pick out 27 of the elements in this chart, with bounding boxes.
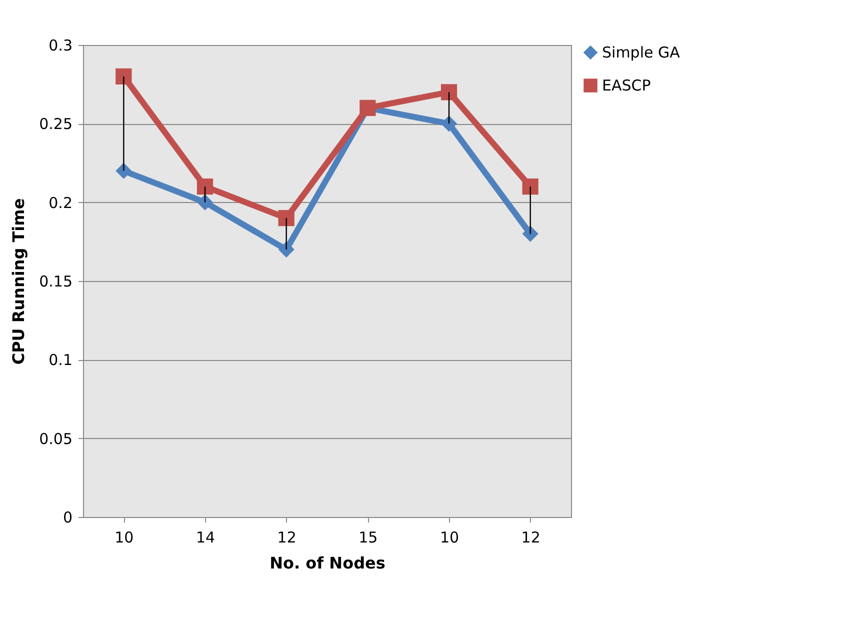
y-tick-label: 0.25 [39, 115, 72, 134]
x-tick-label: 15 [358, 528, 378, 546]
x-axis-title: No. of Nodes [270, 554, 386, 572]
x-tick-label: 10 [440, 528, 460, 546]
point [196, 194, 214, 210]
point [522, 226, 538, 242]
y-tick-label: 0.2 [48, 194, 72, 212]
point [116, 68, 132, 85]
x-tick-label: 12 [277, 528, 296, 546]
y-tick-label: 0.15 [39, 272, 72, 290]
point [440, 84, 458, 100]
point [278, 210, 294, 226]
y-tick-label: 0 [62, 508, 72, 526]
legend-label: EASCP [602, 76, 651, 94]
point [440, 116, 458, 132]
point [196, 178, 214, 195]
point [522, 178, 538, 195]
legend-label: Simple GA [602, 44, 681, 62]
y-tick-label: 0.05 [39, 430, 72, 448]
x-tick-label: 12 [521, 528, 540, 546]
x-tick-label: 10 [114, 528, 134, 546]
y-tick-label: 0.1 [48, 351, 72, 370]
y-axis-title: CPU Running Time [9, 198, 28, 365]
y-tick-label: 0.3 [48, 36, 72, 54]
point [278, 241, 294, 258]
x-tick-label: 14 [196, 528, 216, 546]
point [116, 162, 132, 179]
